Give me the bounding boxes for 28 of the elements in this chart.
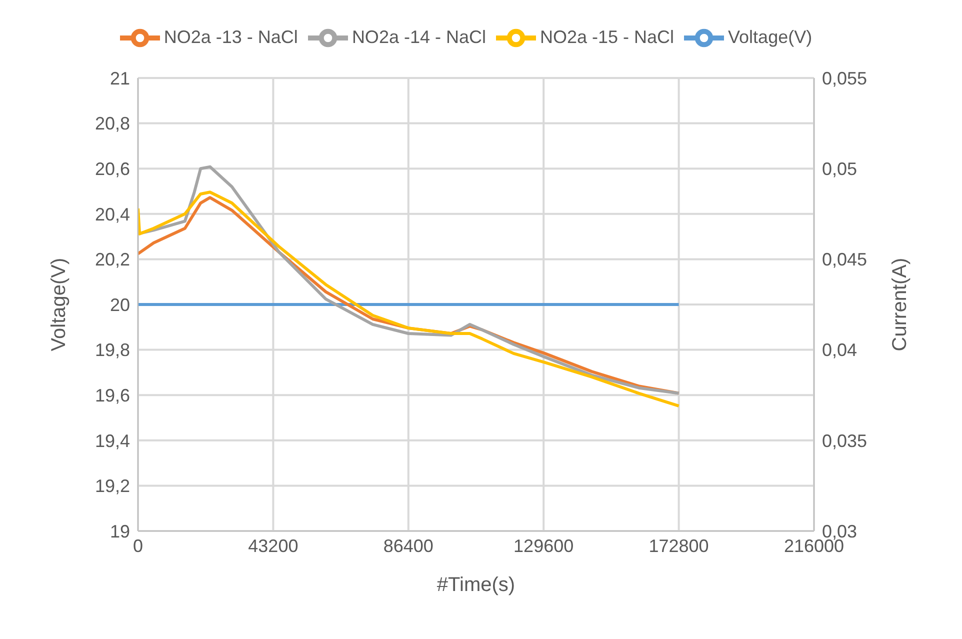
y-tick-label: 20,4 bbox=[94, 204, 130, 224]
x-tick-label: 129600 bbox=[514, 536, 574, 556]
legend-label: NO2a -14 - NaCl bbox=[352, 26, 486, 47]
y2-tick-label: 0,05 bbox=[822, 158, 858, 179]
x-tick-label: 0 bbox=[132, 536, 144, 556]
y-tick-label: 19,4 bbox=[94, 430, 130, 451]
y2-tick-label: 0,055 bbox=[822, 68, 868, 88]
y-tick-label: 20,6 bbox=[94, 158, 130, 179]
y-tick-label: 19,8 bbox=[94, 340, 130, 360]
y-tick-label: 20 bbox=[110, 294, 130, 315]
y2-tick-label: 0,045 bbox=[822, 250, 868, 270]
y2-tick-label: 0,035 bbox=[822, 430, 868, 451]
x-tick-label: 86400 bbox=[383, 536, 434, 556]
y-tick-label: 20,8 bbox=[94, 114, 130, 134]
legend-label: NO2a -15 - NaCl bbox=[540, 26, 674, 47]
y-tick-label: 21 bbox=[110, 68, 130, 88]
y-tick-label: 19,6 bbox=[94, 385, 130, 406]
y-tick-label: 20,2 bbox=[94, 250, 130, 270]
y2-axis-title: Current(A) bbox=[889, 258, 912, 352]
legend-label: NO2a -13 - NaCl bbox=[164, 26, 298, 47]
legend-label: Voltage(V) bbox=[728, 26, 812, 47]
x-axis-title: #Time(s) bbox=[436, 574, 516, 596]
y-tick-label: 19,2 bbox=[94, 476, 130, 496]
y2-tick-label: 0,04 bbox=[822, 340, 858, 360]
y-axis-title: Voltage(V) bbox=[48, 258, 70, 352]
y-tick-label: 19 bbox=[110, 521, 130, 542]
x-tick-label: 43200 bbox=[248, 536, 298, 556]
x-tick-label: 172800 bbox=[648, 536, 709, 556]
